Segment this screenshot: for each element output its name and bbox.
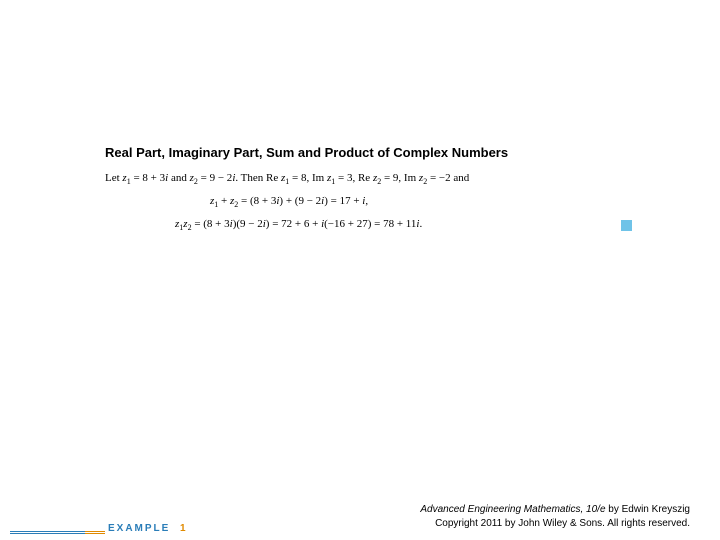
- qed-square-icon: [621, 220, 632, 231]
- text: and: [168, 172, 189, 184]
- text: +: [218, 195, 230, 207]
- example-number: 1: [180, 523, 188, 534]
- credits-line-1: Advanced Engineering Mathematics, 10/e b…: [420, 503, 690, 517]
- equation-sum: z1 + z2 = (8 + 3i) + (9 − 2i) = 17 + i,: [210, 195, 368, 209]
- text: = (8 + 3: [192, 218, 230, 230]
- text: (−16 + 27) = 78 + 11: [324, 218, 416, 230]
- text: = (8 + 3: [238, 195, 276, 207]
- text: ) = 72 + 6 +: [266, 218, 321, 230]
- text: =: [198, 172, 210, 184]
- text: = 8, Im: [289, 172, 327, 184]
- text: )(9 − 2: [233, 218, 263, 230]
- text: =: [131, 172, 143, 184]
- text: 9 − 2: [210, 172, 233, 184]
- text: = 9, Im: [381, 172, 419, 184]
- footer-rule-blue: [10, 531, 85, 534]
- example-label: EXAMPLE: [108, 523, 170, 534]
- text: 8 + 3: [142, 172, 165, 184]
- author: by Edwin Kreyszig: [606, 504, 690, 515]
- text: = 3, Re: [335, 172, 373, 184]
- text: ) = 17 +: [324, 195, 362, 207]
- page: Real Part, Imaginary Part, Sum and Produ…: [0, 0, 720, 540]
- equation-product: z1z2 = (8 + 3i)(9 − 2i) = 72 + 6 + i(−16…: [175, 218, 422, 232]
- text: Let: [105, 172, 122, 184]
- example-paragraph: Let z1 = 8 + 3i and z2 = 9 − 2i. Then Re…: [105, 172, 469, 186]
- text: = −2 and: [427, 172, 469, 184]
- book-title: Advanced Engineering Mathematics, 10/e: [420, 504, 605, 515]
- footer-rule-orange: [85, 531, 105, 534]
- credits-line-2: Copyright 2011 by John Wiley & Sons. All…: [420, 517, 690, 531]
- text: ,: [365, 195, 368, 207]
- text: . Then Re: [235, 172, 281, 184]
- text: .: [419, 218, 422, 230]
- credits: Advanced Engineering Mathematics, 10/e b…: [420, 503, 690, 530]
- section-heading: Real Part, Imaginary Part, Sum and Produ…: [105, 145, 508, 160]
- text: ) + (9 − 2: [279, 195, 321, 207]
